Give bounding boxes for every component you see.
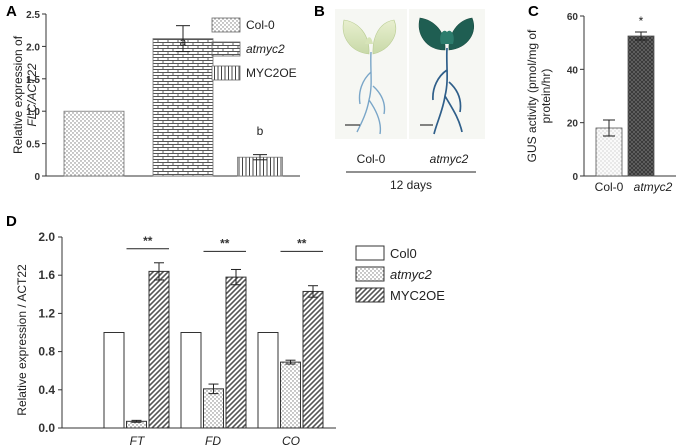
legend-swatch-atmyc2 bbox=[211, 41, 241, 57]
panel-a-y-tick-label: 1.0 bbox=[26, 107, 40, 118]
panel-a-ylabel-line2: FLC/ACT22 bbox=[25, 63, 39, 127]
bar-col-0 bbox=[63, 110, 125, 177]
panel-a-tick-labels: 0 0.5 1.0 1.5 2.0 2.5 bbox=[26, 10, 40, 183]
bar-ft-col0 bbox=[103, 332, 125, 429]
panel-d-y-tick-label: 0.4 bbox=[38, 383, 55, 397]
panel-d: D Relative expression / ACT22 0.0 0.4 0.8 1… bbox=[6, 213, 445, 447]
panel-a-y-tick-label: 2.5 bbox=[26, 10, 40, 21]
panel-a-y-tick-label: 0 bbox=[34, 172, 40, 183]
panel-c-y-tick-label: 60 bbox=[567, 12, 579, 23]
panel-c-annotation: * bbox=[639, 14, 644, 28]
legend-label-col0: Col-0 bbox=[246, 18, 275, 32]
panel-b-label-col0: Col-0 bbox=[357, 152, 386, 166]
panel-d-category-co: CO bbox=[282, 434, 300, 447]
panel-c: C GUS activity (pmol/mg of protein/hr) 0… bbox=[525, 3, 676, 194]
significance-label-co: ** bbox=[297, 236, 307, 250]
panel-d-ylabel: Relative expression / ACT22 bbox=[15, 264, 29, 416]
legend-swatch-myc2oe bbox=[211, 65, 241, 81]
panel-c-category-col0: Col-0 bbox=[595, 180, 624, 194]
bar-co-myc2oe bbox=[302, 290, 324, 429]
legend-label-atmyc2: atmyc2 bbox=[390, 267, 433, 282]
legend-swatch-col0 bbox=[211, 17, 241, 33]
panel-b-caption: 12 days bbox=[390, 178, 432, 192]
panel-d-y-tick-label: 0.0 bbox=[38, 421, 55, 435]
panel-a: A Relative expression of FLC/ACT22 0 0.5 1… bbox=[6, 3, 300, 183]
panel-b-label-atmyc2: atmyc2 bbox=[430, 152, 469, 166]
panel-c-y-tick-label: 0 bbox=[572, 172, 578, 183]
seedling-image-col0 bbox=[335, 9, 407, 139]
panel-c-ylabel-line2: protein/hr) bbox=[539, 69, 553, 124]
panel-a-bars bbox=[63, 25, 283, 177]
panel-c-ylabel: GUS activity (pmol/mg of protein/hr) bbox=[525, 29, 553, 162]
panel-a-y-tick-label: 0.5 bbox=[26, 140, 40, 151]
bar-co-atmyc2 bbox=[280, 361, 301, 429]
bar-atmyc2 bbox=[627, 35, 655, 177]
panel-a-y-tick-label: 2.0 bbox=[26, 42, 40, 53]
panel-d-legend: Col0 atmyc2 MYC2OE bbox=[355, 245, 445, 303]
panel-a-annotation-b: b bbox=[257, 124, 264, 138]
panel-letter-b: B bbox=[314, 3, 325, 20]
legend-label-atmyc2: atmyc2 bbox=[246, 42, 285, 56]
panel-c-category-atmyc2: atmyc2 bbox=[634, 180, 673, 194]
legend-label-myc2oe: MYC2OE bbox=[390, 288, 445, 303]
panel-d-y-tick-label: 0.8 bbox=[38, 345, 55, 359]
bar-fd-col0 bbox=[180, 332, 202, 429]
panel-a-annotation-a: a bbox=[180, 35, 187, 49]
legend-label-myc2oe: MYC2OE bbox=[246, 66, 297, 80]
panel-d-category-fd: FD bbox=[205, 434, 221, 447]
panel-c-tick-labels: 0 20 40 60 bbox=[567, 12, 579, 183]
panel-c-y-tick-label: 40 bbox=[567, 65, 579, 76]
panel-d-category-ft: FT bbox=[130, 434, 146, 447]
panel-d-tick-labels: 0.0 0.4 0.8 1.2 1.6 2.0 bbox=[38, 230, 55, 435]
panel-a-legend: Col-0 atmyc2 MYC2OE bbox=[211, 17, 297, 81]
panel-d-bars bbox=[103, 262, 324, 429]
panel-d-y-tick-label: 1.2 bbox=[38, 306, 55, 320]
panel-d-y-tick-label: 2.0 bbox=[38, 230, 55, 244]
panel-c-bars bbox=[595, 31, 655, 177]
bar-atmyc2 bbox=[152, 38, 214, 177]
panel-d-y-tick-label: 1.6 bbox=[38, 268, 55, 282]
panel-letter-c: C bbox=[528, 3, 539, 20]
panel-c-ylabel-line1: GUS activity (pmol/mg of bbox=[525, 29, 539, 162]
bar-fd-atmyc2 bbox=[203, 388, 224, 429]
bar-co-col0 bbox=[257, 332, 279, 429]
seedling-image-atmyc2 bbox=[409, 9, 485, 139]
panel-b: B Col-0 atmyc2 12 days bbox=[314, 3, 485, 192]
legend-swatch-col0 bbox=[355, 245, 385, 261]
bar-ft-myc2oe bbox=[148, 270, 170, 429]
bar-fd-myc2oe bbox=[225, 276, 247, 429]
panel-a-y-tick-label: 1.5 bbox=[26, 75, 40, 86]
legend-swatch-atmyc2 bbox=[355, 266, 385, 282]
panel-letter-d: D bbox=[6, 213, 17, 230]
panel-letter-a: A bbox=[6, 3, 17, 20]
panel-d-significance: ** ** ** bbox=[126, 234, 323, 252]
significance-label-fd: ** bbox=[220, 236, 230, 250]
legend-swatch-myc2oe bbox=[355, 287, 385, 303]
significance-label-ft: ** bbox=[143, 234, 153, 248]
legend-label-col0: Col0 bbox=[390, 246, 417, 261]
panel-c-y-tick-label: 20 bbox=[567, 119, 579, 130]
panel-a-ylabel-line1: Relative expression of bbox=[11, 35, 25, 154]
panel-a-ylabel: Relative expression of FLC/ACT22 bbox=[11, 35, 39, 154]
